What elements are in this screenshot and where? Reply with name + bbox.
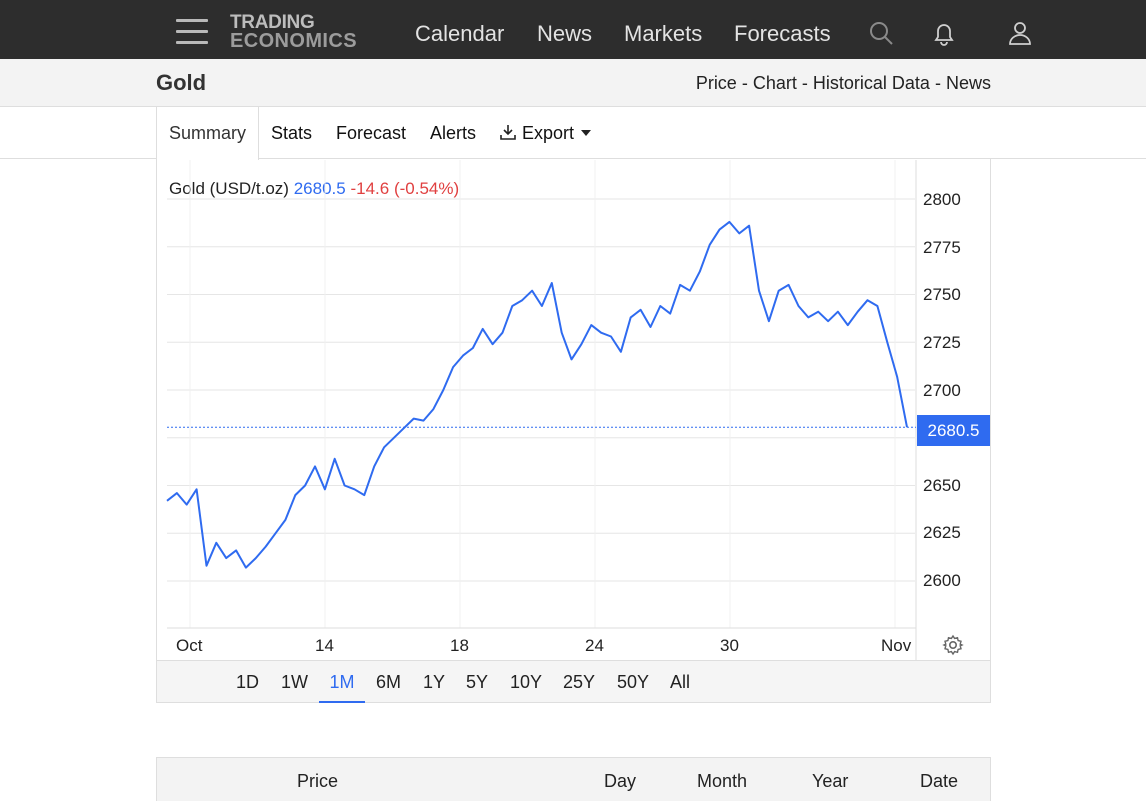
y-tick-label: 2700 <box>923 381 961 400</box>
historical-data-link[interactable]: Historical Data <box>812 73 930 93</box>
tab-summary[interactable]: Summary <box>156 107 260 160</box>
y-tick-label: 2600 <box>923 571 961 590</box>
download-icon <box>500 125 516 140</box>
range-1d[interactable]: 1D <box>236 672 260 692</box>
series-label: Gold (USD/t.oz) <box>169 179 289 198</box>
range-selector-bar <box>157 660 990 702</box>
range-1w[interactable]: 1W <box>281 672 308 692</box>
x-tick-label: Nov <box>881 636 912 655</box>
price-change-pct: (-0.54%) <box>393 179 460 198</box>
search-icon[interactable] <box>868 20 894 46</box>
tab-alerts[interactable]: Alerts <box>430 123 477 143</box>
header-links: Price - Chart - Historical Data - News <box>695 73 991 93</box>
y-tick-label: 2650 <box>923 476 961 495</box>
current-price: 2680.5 <box>293 179 346 198</box>
x-tick-label: 18 <box>450 636 469 655</box>
range-25y[interactable]: 25Y <box>563 672 596 692</box>
page-title: Gold <box>156 70 207 95</box>
y-tick-label: 2775 <box>923 238 961 257</box>
user-icon[interactable] <box>1007 20 1033 46</box>
y-tick-label: 2750 <box>923 285 961 304</box>
current-price-tag: 2680.5 <box>917 415 990 446</box>
y-tick-label: 2725 <box>923 333 961 352</box>
table-header-day: Day <box>604 771 637 791</box>
x-tick-label: 14 <box>315 636 334 655</box>
table-header-price: Price <box>297 771 339 791</box>
nav-calendar-link[interactable]: Calendar <box>415 21 505 46</box>
x-tick-label: 30 <box>720 636 739 655</box>
nav-markets-link[interactable]: Markets <box>624 21 703 46</box>
tab-export[interactable]: Export <box>499 107 592 159</box>
x-tick-label: 24 <box>585 636 604 655</box>
range-6m[interactable]: 6M <box>376 672 402 692</box>
table-header-row <box>156 757 991 801</box>
price-change: -14.6 <box>350 179 390 198</box>
bell-icon[interactable] <box>931 21 957 47</box>
chart-settings-gear-icon[interactable] <box>942 634 964 656</box>
table-header-year: Year <box>812 771 849 791</box>
price-link[interactable]: Price <box>695 73 737 93</box>
chart-link[interactable]: Chart <box>752 73 797 93</box>
chart-container <box>156 158 991 703</box>
top-navbar <box>0 0 1146 59</box>
range-5y[interactable]: 5Y <box>466 672 489 692</box>
export-label: Export <box>522 123 575 143</box>
trading-economics-logo[interactable]: TRADING ECONOMICS <box>230 12 357 52</box>
tab-forecast[interactable]: Forecast <box>336 123 407 143</box>
news-link[interactable]: News <box>945 73 991 93</box>
subheader <box>0 59 1146 107</box>
y-tick-label: 2625 <box>923 523 961 542</box>
range-50y[interactable]: 50Y <box>617 672 650 692</box>
y-tick-label: 2800 <box>923 190 961 209</box>
chart-header: Gold (USD/t.oz) 2680.5 -14.6 (-0.54%) <box>169 179 459 199</box>
x-tick-label: Oct <box>176 636 203 655</box>
nav-news-link[interactable]: News <box>537 21 593 46</box>
nav-forecasts-link[interactable]: Forecasts <box>734 21 831 46</box>
tab-stats[interactable]: Stats <box>271 123 313 143</box>
caret-down-icon <box>581 130 592 136</box>
hamburger-menu-icon[interactable] <box>176 19 208 45</box>
range-all[interactable]: All <box>670 672 691 692</box>
table-header-month: Month <box>697 771 748 791</box>
table-header-date: Date <box>920 771 959 791</box>
range-1y[interactable]: 1Y <box>423 672 446 692</box>
range-1m[interactable]: 1M <box>319 672 365 703</box>
range-10y[interactable]: 10Y <box>510 672 543 692</box>
